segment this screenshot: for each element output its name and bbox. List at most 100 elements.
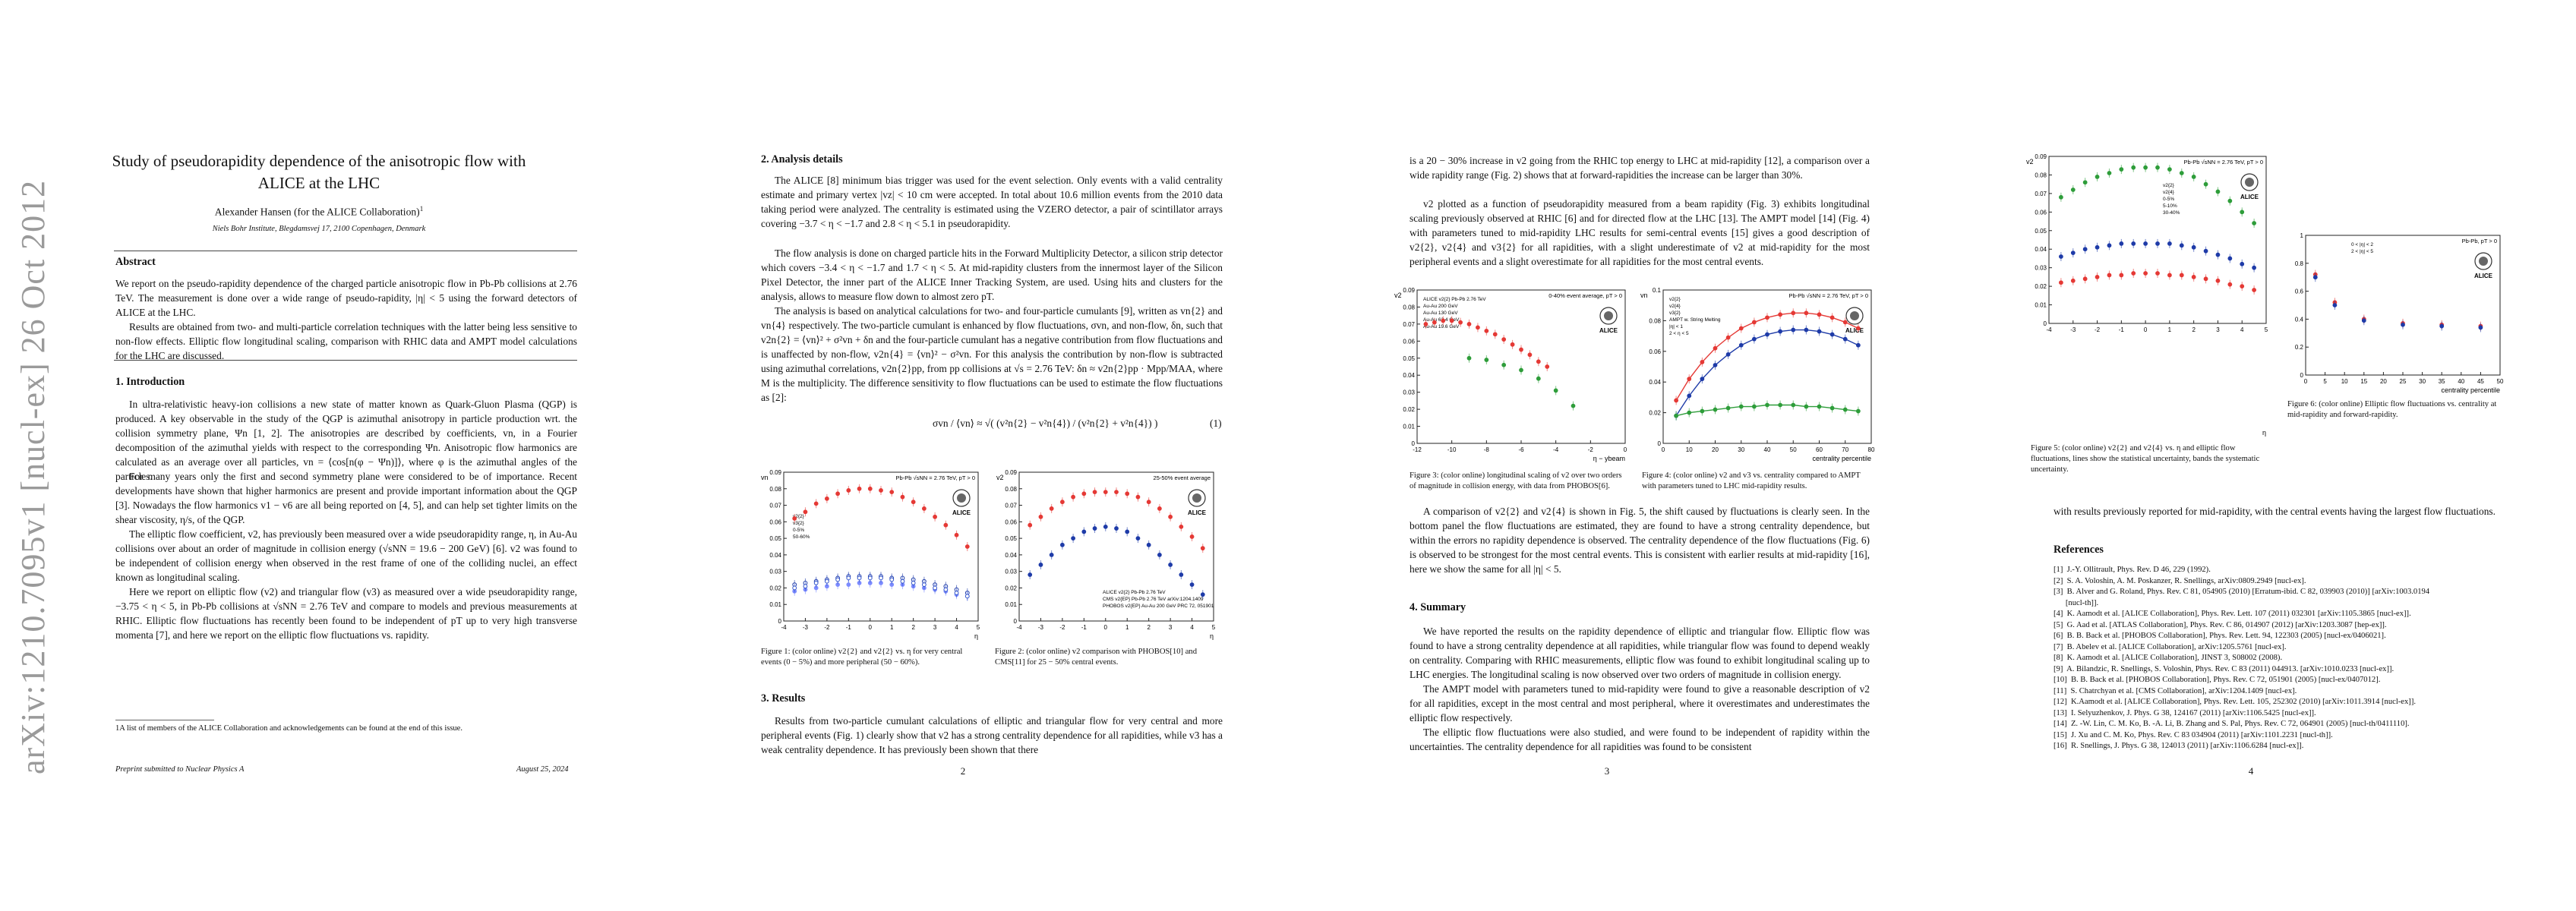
data-point <box>1778 312 1783 317</box>
x-tick-label: -4 <box>1016 624 1022 631</box>
x-tick-label: 30 <box>2419 378 2426 385</box>
paper-author: Alexander Hansen (for the ALICE Collabor… <box>106 205 532 219</box>
reference-item: [10] B. B. Back et al. [PHOBOS Collabora… <box>2054 676 2381 684</box>
data-point <box>835 491 841 496</box>
legend-entry: v2{2} <box>793 514 805 519</box>
figure-4: 0 10 20 30 40 50 60 70 80 0 0.02 0.04 0.06 0.08 0.1 cen… <box>1637 282 1879 463</box>
y-axis-label: v2 <box>1394 292 1402 299</box>
x-axis-label: centrality percentile <box>2441 386 2500 394</box>
x-tick-label: 4 <box>2240 326 2244 333</box>
alice-logo-core-icon <box>1604 311 1613 320</box>
legend-entry: 0 < |η| < 2 <box>2351 242 2373 247</box>
y-tick-label: 0.08 <box>1005 486 1017 493</box>
x-tick-label: 50 <box>2497 378 2504 385</box>
legend-entry: Au-Au 200 GeV <box>1423 304 1458 309</box>
data-point <box>1545 364 1550 369</box>
figure-4-caption: Figure 4: (color online) v2 and v3 vs. c… <box>1642 471 1861 490</box>
data-point <box>1492 332 1498 337</box>
data-point <box>803 509 808 515</box>
y-tick-label: 0.01 <box>2035 302 2047 309</box>
y-tick-label: 0.02 <box>1005 585 1017 591</box>
data-point <box>835 577 841 582</box>
plot-annotation: Pb-Pb, pT > 0 <box>2462 238 2497 244</box>
plot-annotation: 0-40% event average, pT > 0 <box>1548 292 1622 299</box>
data-point <box>2227 282 2233 287</box>
p3-paragraph-3: A comparison of v2{2} and v2{4} is shown… <box>1410 506 1870 575</box>
data-point <box>2155 241 2160 246</box>
x-tick-label: 0 <box>1662 446 1665 453</box>
data-point <box>1700 360 1705 364</box>
data-point <box>2203 248 2208 254</box>
x-tick-label: 0 <box>869 624 873 631</box>
data-point <box>921 506 927 511</box>
x-tick-label: -1 <box>2119 326 2125 333</box>
data-point <box>1751 320 1757 325</box>
data-point <box>1103 490 1108 495</box>
x-tick-label: -10 <box>1447 446 1457 453</box>
data-point <box>2155 271 2160 276</box>
alice-logo-core-icon <box>1850 311 1859 320</box>
x-tick-label: -2 <box>824 624 830 631</box>
y-tick-label: 0.02 <box>1403 406 1415 413</box>
y-tick-label: 0.03 <box>769 569 781 575</box>
summary-paragraph-1: We have reported the results on the rapi… <box>1410 626 1870 680</box>
x-tick-label: 60 <box>1816 446 1823 453</box>
data-point <box>1501 337 1507 342</box>
data-point <box>2240 261 2245 266</box>
page-number-3: 3 <box>1604 765 1610 777</box>
data-point <box>1441 318 1446 323</box>
author-name: Alexander Hansen (for the ALICE Collabor… <box>214 206 420 218</box>
y-tick-label: 0.06 <box>1649 348 1661 355</box>
plot-annotation: Pb-Pb √sNN = 2.76 TeV, pT > 0 <box>896 474 975 481</box>
data-point <box>1687 410 1692 415</box>
data-point <box>1804 404 1809 409</box>
data-point <box>1189 534 1195 539</box>
data-point <box>2143 241 2148 246</box>
data-point <box>1804 327 1809 333</box>
data-point <box>2167 167 2172 172</box>
data-point <box>1168 514 1173 519</box>
x-tick-label: -3 <box>2070 326 2076 333</box>
x-tick-label: 3 <box>2216 326 2220 333</box>
page-number-4: 4 <box>2248 765 2254 777</box>
y-tick-label: 0.09 <box>1403 287 1415 294</box>
legend-entry: AMPT w. String Melting <box>1669 317 1721 323</box>
data-point <box>1501 362 1507 367</box>
data-point <box>1071 494 1076 500</box>
x-tick-label: 70 <box>1842 446 1848 453</box>
data-point <box>1092 490 1097 495</box>
data-point <box>1092 526 1097 531</box>
y-tick-label: 0.06 <box>1403 338 1415 345</box>
data-point <box>1700 408 1705 414</box>
x-tick-label: -3 <box>1038 624 1044 631</box>
series-line <box>1675 312 1859 401</box>
alice-logo-text: ALICE <box>2474 273 2493 279</box>
y-axis-label: vn <box>1640 292 1648 299</box>
x-tick-label: -1 <box>846 624 852 631</box>
legend-entry: v2{4} <box>1669 304 1681 309</box>
data-point <box>1146 542 1151 547</box>
data-point <box>1038 563 1043 567</box>
alice-logo-text: ALICE <box>952 509 971 516</box>
data-point <box>2107 243 2112 248</box>
x-tick-label: 20 <box>2380 378 2387 385</box>
data-point <box>2058 194 2063 200</box>
data-point <box>824 496 829 501</box>
data-point <box>2252 288 2257 292</box>
data-point <box>1135 494 1141 500</box>
reference-item: [8] K. Aamodt et al. [ALICE Collaboratio… <box>2054 654 2283 662</box>
data-point <box>2131 271 2136 276</box>
y-tick-label: 0.06 <box>769 519 781 525</box>
data-point <box>2155 165 2160 170</box>
data-point <box>2070 188 2076 192</box>
data-point <box>1476 325 1480 330</box>
legend-entry: 50-60% <box>793 534 810 540</box>
x-tick-label: 4 <box>955 624 958 631</box>
author-footnote-mark: 1 <box>419 205 424 213</box>
data-point <box>2167 273 2172 278</box>
data-point <box>803 584 808 589</box>
y-tick-label: 0.03 <box>1403 389 1415 396</box>
data-point <box>1842 336 1848 342</box>
y-tick-label: 0.01 <box>1005 601 1017 608</box>
data-point <box>857 486 862 491</box>
